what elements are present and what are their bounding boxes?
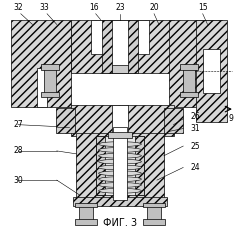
Bar [203,49,220,93]
Bar [71,105,174,136]
Bar [102,20,138,73]
Bar [147,204,161,222]
Bar [96,136,144,195]
Text: 33: 33 [39,3,49,12]
Bar [71,20,174,73]
Text: 25: 25 [190,141,200,151]
Text: 28: 28 [13,146,23,155]
Bar [113,127,127,200]
Bar [37,68,47,107]
Bar [112,20,128,73]
Text: 15: 15 [198,3,208,12]
Bar [96,136,105,195]
Text: 23: 23 [115,3,125,12]
Bar [91,20,149,54]
Text: 20: 20 [149,3,159,12]
Ellipse shape [99,188,141,193]
Bar [112,65,128,73]
Ellipse shape [99,153,141,158]
Bar [73,197,167,206]
Bar [112,105,128,136]
Bar [135,136,144,195]
Bar [44,67,56,94]
Bar [75,219,97,225]
Text: 9: 9 [229,114,234,123]
Text: 24: 24 [190,163,200,172]
Bar [180,92,198,98]
Text: 16: 16 [89,3,99,12]
Bar [108,133,132,138]
Text: 26: 26 [190,112,200,121]
Text: 30: 30 [13,176,23,185]
Bar [169,20,222,107]
Ellipse shape [99,177,141,182]
Bar [11,20,71,107]
Bar [143,204,165,207]
Ellipse shape [99,142,141,147]
Bar [41,92,59,98]
Bar [183,67,195,94]
Ellipse shape [99,171,141,176]
Bar [180,64,198,70]
Bar [56,108,75,133]
Bar [79,204,93,222]
Bar [75,204,97,207]
Ellipse shape [99,148,141,152]
Bar [41,64,59,70]
Text: 32: 32 [13,3,23,12]
Bar [164,108,183,133]
Ellipse shape [99,159,141,164]
Text: ФИГ. 3: ФИГ. 3 [103,218,137,228]
Bar [76,133,164,200]
Bar [143,219,165,225]
Text: 31: 31 [190,124,200,133]
Ellipse shape [99,183,141,187]
Text: 27: 27 [13,120,23,129]
Bar [196,20,227,122]
Ellipse shape [99,165,141,170]
